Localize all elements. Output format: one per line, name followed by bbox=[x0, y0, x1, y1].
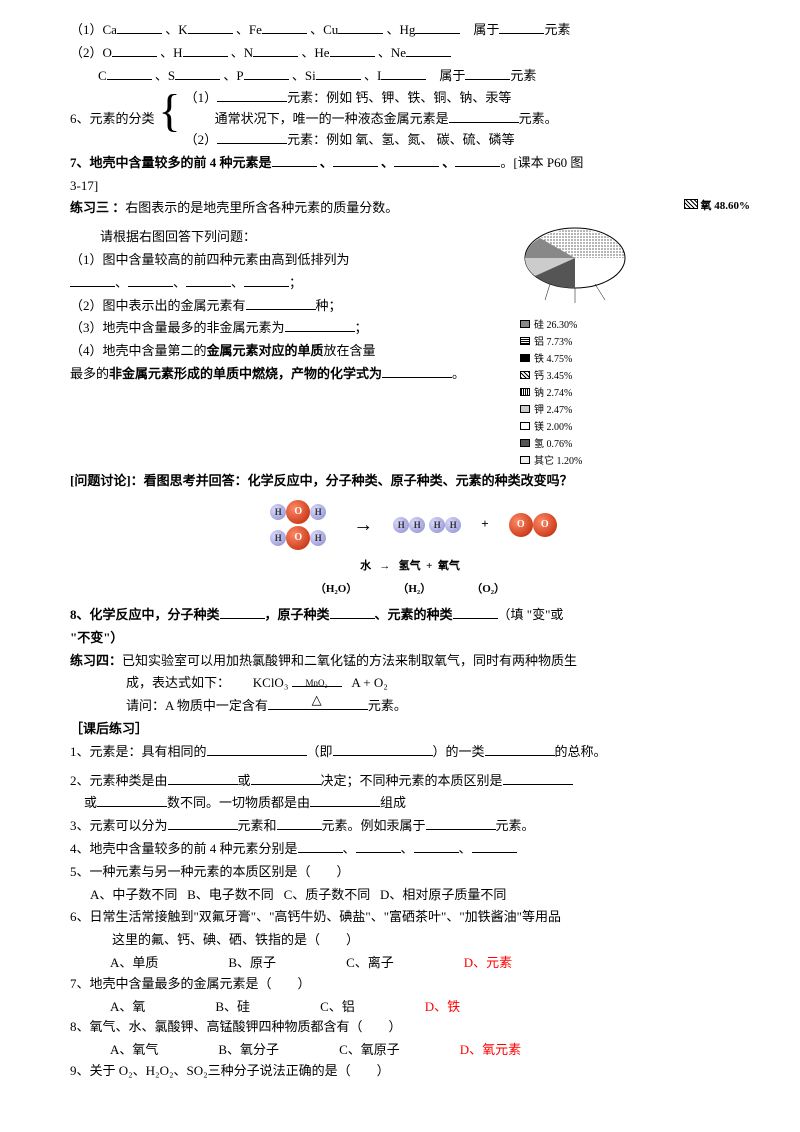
q7: 7、地壳中含量较多的前 4 种元素是 、 、 、。[课本 P60 图 bbox=[70, 153, 750, 174]
p2a: 2、元素种类是由或决定；不同种元素的本质区别是 bbox=[70, 771, 750, 792]
p6q1: 6、日常生活常接触到"双氟牙膏"、"高钙牛奶、碘盐"、"富硒茶叶"、"加铁酱油"… bbox=[70, 907, 750, 928]
p6q2: 这里的氟、钙、碘、硒、铁指的是（ ） bbox=[70, 930, 750, 951]
fill-line-1: （1）Ca 、K 、Fe 、Cu 、Hg 属于元素 bbox=[70, 20, 750, 41]
molecule-labels: 水 → 氢气 + 氧气 bbox=[70, 558, 750, 576]
p5o: A、中子数不同 B、电子数不同 C、质子数不同 D、相对原子质量不同 bbox=[70, 885, 750, 906]
q6-brace: 6、元素的分类 { （1）元素：例如 钙、钾、铁、铜、钠、汞等 通常状况下，唯一… bbox=[70, 88, 750, 150]
after-title: ［课后练习］ bbox=[70, 719, 750, 740]
p3: 3、元素可以分为元素和元素。例如汞属于元素。 bbox=[70, 816, 750, 837]
p4: 4、地壳中含量较多的前 4 种元素分别是、、、 bbox=[70, 839, 750, 860]
p8o: A、氧气B、氧分子C、氧原子D、氧元素 bbox=[70, 1040, 750, 1061]
pie-chart-legend: 氧 48.60% 硅 26.30% 铝 7.73% 铁 4.75% 钙 3.45… bbox=[520, 198, 750, 471]
p7o: A、氧B、硅C、铝D、铁 bbox=[70, 997, 750, 1018]
q8b: "不变"） bbox=[70, 628, 750, 649]
ex4-3: 请问：A 物质中一定含有元素。 bbox=[70, 696, 750, 717]
ex4-1: 练习四：已知实验室可以用加热氯酸钾和二氧化锰的方法来制取氧气，同时有两种物质生 bbox=[70, 651, 750, 672]
p9: 9、关于 O₂、H₂O₂、SO₂三种分子说法正确的是（ ） bbox=[70, 1061, 750, 1082]
p8q: 8、氧气、水、氯酸钾、高锰酸钾四种物质都含有（ ） bbox=[70, 1017, 750, 1038]
p2b: 或数不同。一切物质都是由组成 bbox=[70, 793, 750, 814]
p7q: 7、地壳中含量最多的金属元素是（ ） bbox=[70, 974, 750, 995]
p6o: A、单质B、原子C、离子D、元素 bbox=[70, 953, 750, 974]
fill-line-2a: （2）O 、H 、N 、He 、Ne bbox=[70, 43, 750, 64]
q7-b: 3-17] bbox=[70, 176, 750, 197]
p5q: 5、一种元素与另一种元素的本质区别是（ ） bbox=[70, 862, 750, 883]
pie-chart bbox=[520, 218, 640, 308]
ex4-2: 成，表达式如下： KClO₃ MnO₂ △ A + O₂ bbox=[70, 673, 750, 694]
q8: 8、化学反应中，分子种类，原子种类、元素的种类（填 "变"或 bbox=[70, 605, 750, 626]
fill-line-2b: C 、S 、P 、Si 、I 属于元素 bbox=[70, 66, 750, 87]
molecule-formulas: （H₂O）（H₂）（O₂） bbox=[70, 581, 750, 599]
discussion: [问题讨论]：看图思考并回答：化学反应中，分子种类、原子种类、元素的种类改变吗？ bbox=[70, 471, 750, 492]
molecule-diagram: HOH HOH → HH HH + OO bbox=[70, 500, 750, 550]
p1: 1、元素是：具有相同的（即）的一类的总称。 bbox=[70, 742, 750, 763]
